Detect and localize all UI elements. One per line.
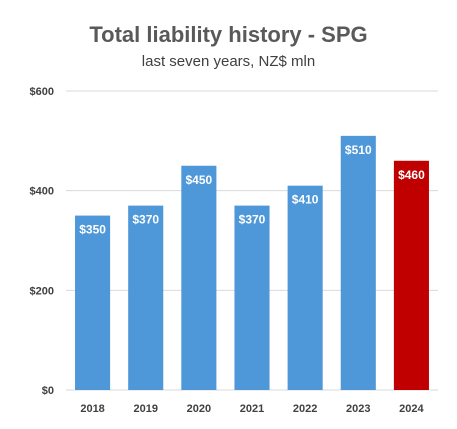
y-tick-label: $200: [30, 285, 54, 297]
chart-title: Total liability history - SPG: [89, 22, 368, 47]
bar: [393, 160, 429, 390]
y-tick-label: $600: [30, 86, 54, 98]
data-label: $350: [79, 223, 106, 237]
bar: [181, 165, 217, 390]
data-label: $460: [398, 168, 425, 182]
bar: [234, 205, 270, 390]
x-tick-label: 2024: [399, 403, 424, 415]
data-label: $410: [292, 193, 319, 207]
x-tick-label: 2021: [240, 403, 264, 415]
x-tick-label: 2023: [346, 403, 370, 415]
x-tick-label: 2022: [293, 403, 317, 415]
bar: [75, 215, 111, 390]
x-tick-label: 2020: [187, 403, 211, 415]
y-tick-label: $0: [42, 385, 54, 397]
bar: [128, 205, 164, 390]
x-tick-label: 2019: [133, 403, 157, 415]
data-label: $510: [345, 143, 372, 157]
chart-subtitle: last seven years, NZ$ mln: [141, 53, 316, 70]
data-label: $370: [239, 213, 266, 227]
y-tick-label: $400: [30, 186, 54, 198]
data-label: $450: [186, 173, 213, 187]
x-tick-label: 2018: [80, 403, 104, 415]
bar: [287, 185, 323, 390]
data-label: $370: [132, 213, 159, 227]
bar: [340, 135, 376, 390]
